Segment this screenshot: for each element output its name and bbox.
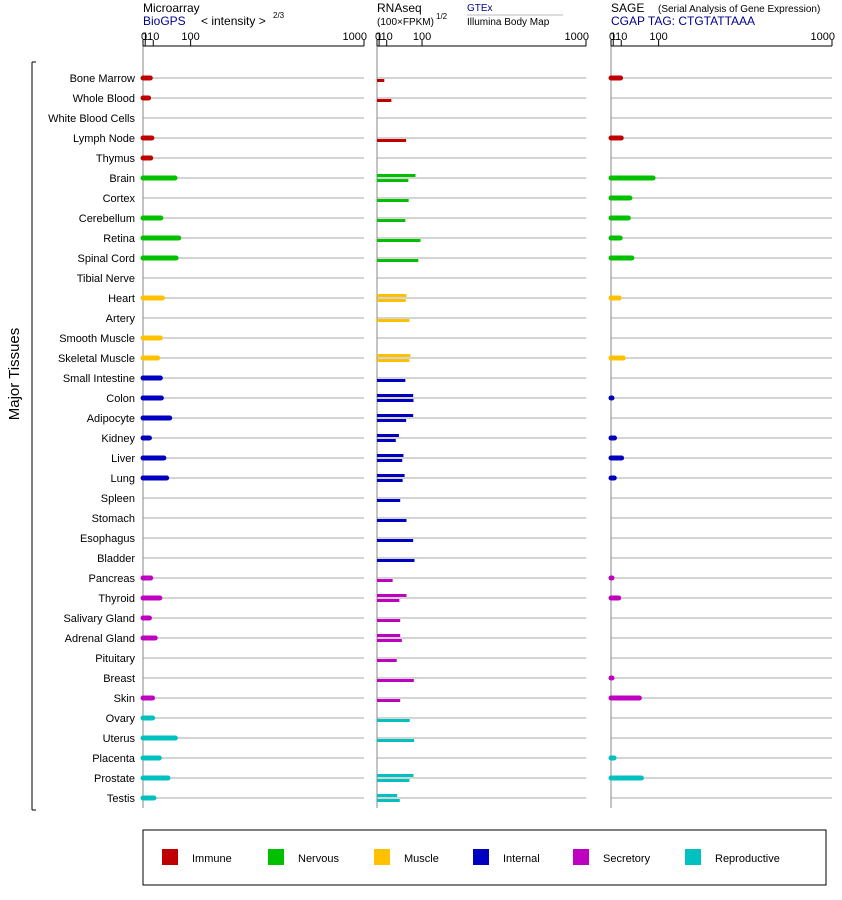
tissue-labels: Bone Marrow Whole Blood White Blood Cells L… — [48, 73, 136, 805]
microarray-header: Microarray BioGPS < intensity > 2/3 — [143, 1, 285, 28]
legend-swatch — [268, 849, 284, 865]
tissue-label: Uterus — [103, 733, 136, 745]
tissue-label: Lung — [111, 473, 135, 485]
tissue-label: Testis — [107, 793, 136, 805]
tissue-label: Placenta — [92, 753, 136, 765]
sage-header: SAGE (Serial Analysis of Gene Expression… — [611, 1, 820, 28]
tissue-label: Tibial Nerve — [77, 273, 135, 285]
sage-subtitle: (Serial Analysis of Gene Expression) — [658, 4, 820, 15]
tissue-label: Brain — [109, 173, 135, 185]
legend-label: Reproductive — [715, 853, 780, 865]
tick-label: 0 — [609, 31, 615, 43]
tissue-label: Smooth Muscle — [59, 333, 135, 345]
tissue-label: Spinal Cord — [78, 253, 135, 265]
microarray-source: BioGPS — [143, 14, 186, 28]
tissue-label: Ovary — [106, 713, 136, 725]
tissue-label: Skin — [114, 693, 135, 705]
legend-swatch — [685, 849, 701, 865]
sage-tag: CGAP TAG: CTGTATTAAA — [611, 14, 755, 28]
legend-swatch — [473, 849, 489, 865]
tick-label: 10 — [147, 31, 159, 43]
tissue-label: Prostate — [94, 773, 135, 785]
tissue-label: Colon — [106, 393, 135, 405]
rnaseq-source-gtex: GTEx — [467, 3, 493, 14]
tick-label: 1000 — [565, 31, 589, 43]
tissue-label: Thymus — [96, 153, 136, 165]
sage-title: SAGE — [611, 1, 644, 15]
tick-label: 100 — [181, 31, 199, 43]
tissue-label: White Blood Cells — [48, 113, 135, 125]
rnaseq-unit-exponent: 1/2 — [436, 12, 448, 21]
legend-label: Internal — [503, 853, 540, 865]
tick-label: 10 — [615, 31, 627, 43]
tick-label: 1 — [376, 31, 382, 43]
tick-label: 1 — [142, 31, 148, 43]
tissue-label: Stomach — [92, 513, 135, 525]
bars — [140, 75, 656, 802]
tissue-label: Cerebellum — [79, 213, 135, 225]
tissue-label: Adrenal Gland — [65, 633, 135, 645]
tissue-label: Esophagus — [80, 533, 136, 545]
rnaseq-header: RNAseq (100×FPKM) 1/2 GTEx Illumina Body… — [377, 1, 563, 28]
tissue-label: Heart — [108, 293, 135, 305]
tissue-label: Small Intestine — [63, 373, 135, 385]
tissue-label: Thyroid — [98, 593, 135, 605]
tissue-label: Retina — [103, 233, 136, 245]
tick-label: 100 — [649, 31, 667, 43]
tick-label: 1 — [610, 31, 616, 43]
tick-label: 10 — [381, 31, 393, 43]
tissue-label: Bladder — [97, 553, 135, 565]
y-axis-label: Major Tissues — [6, 328, 23, 421]
tissue-label: Adipocyte — [87, 413, 135, 425]
tissue-label: Bone Marrow — [70, 73, 135, 85]
rnaseq-title: RNAseq — [377, 1, 422, 15]
tissue-label: Spleen — [101, 493, 135, 505]
legend-label: Nervous — [298, 853, 339, 865]
legend-swatch — [162, 849, 178, 865]
tissue-label: Artery — [106, 313, 136, 325]
tick-label: 0 — [375, 31, 381, 43]
legend-swatch — [374, 849, 390, 865]
microarray-unit: < intensity > — [201, 14, 266, 28]
tick-label: 0 — [141, 31, 147, 43]
legend-swatch — [573, 849, 589, 865]
microarray-unit-exponent: 2/3 — [273, 11, 285, 20]
tissue-label: Lymph Node — [73, 133, 135, 145]
legend-label: Immune — [192, 853, 232, 865]
legend-label: Muscle — [404, 853, 439, 865]
gridlines — [143, 77, 832, 799]
tissue-label: Whole Blood — [73, 93, 135, 105]
tissue-label: Breast — [103, 673, 135, 685]
legend: Immune Nervous Muscle Internal Secretory Repr… — [162, 849, 780, 865]
tick-label: 1000 — [811, 31, 835, 43]
tissue-label: Kidney — [101, 433, 135, 445]
rnaseq-source-illumina: Illumina Body Map — [467, 17, 550, 28]
tissue-label: Pituitary — [95, 653, 135, 665]
tissue-label: Pancreas — [89, 573, 136, 585]
tissue-label: Skeletal Muscle — [58, 353, 135, 365]
tissue-label: Cortex — [103, 193, 136, 205]
rnaseq-unit: (100×FPKM) — [377, 17, 434, 28]
tick-label: 1000 — [343, 31, 367, 43]
tick-label: 100 — [413, 31, 431, 43]
tissue-label: Salivary Gland — [63, 613, 135, 625]
tissue-label: Liver — [111, 453, 135, 465]
microarray-title: Microarray — [143, 1, 200, 15]
legend-label: Secretory — [603, 853, 651, 865]
